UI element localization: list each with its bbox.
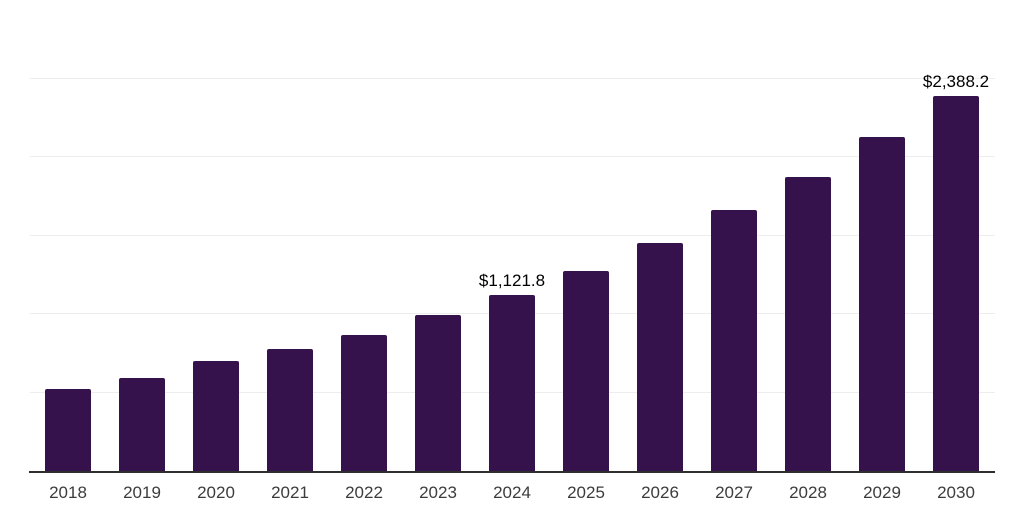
x-axis: 2018 2019 2020 2021 2022 2023 2024 2025 2026 2027… [30, 482, 995, 506]
x-tick-label-2028: 2028 [789, 483, 827, 502]
bar-2027 [711, 210, 757, 471]
x-tick-label-2027: 2027 [715, 483, 753, 502]
x-tick-label-2029: 2029 [863, 483, 901, 502]
bar-2029 [859, 137, 905, 471]
bar-2022 [341, 334, 387, 471]
x-tick-label-2022: 2022 [345, 483, 383, 502]
bar-2026 [637, 242, 683, 471]
x-tick-label-2024: 2024 [493, 483, 531, 502]
bar-2020 [193, 361, 239, 471]
x-tick-label-2023: 2023 [419, 483, 457, 502]
bar-2023 [415, 314, 461, 471]
plot-area: $1,121.8 $2,388.2 [29, 0, 995, 473]
bar-2028 [785, 177, 831, 471]
x-tick-label-2026: 2026 [641, 483, 679, 502]
gridline-2500 [30, 77, 995, 79]
x-tick-label-2020: 2020 [197, 483, 235, 502]
x-axis-line [29, 471, 995, 473]
bar-2019 [119, 377, 165, 471]
bar-2025 [563, 270, 609, 471]
x-tick-label-2025: 2025 [567, 483, 605, 502]
x-tick-label-2030: 2030 [937, 483, 975, 502]
bar-2030: $2,388.2 [923, 72, 989, 471]
value-label-2024: $1,121.8 [478, 270, 546, 290]
bar-2024: $1,121.8 [479, 271, 545, 471]
bar-2018 [45, 388, 91, 471]
value-label-2030: $2,388.2 [922, 72, 990, 92]
gridline-1500 [30, 234, 995, 236]
gridline-2000 [30, 156, 995, 157]
x-tick-label-2018: 2018 [49, 483, 87, 502]
bar-2021 [267, 349, 313, 471]
x-tick-label-2021: 2021 [271, 483, 309, 502]
x-tick-label-2019: 2019 [123, 483, 161, 502]
